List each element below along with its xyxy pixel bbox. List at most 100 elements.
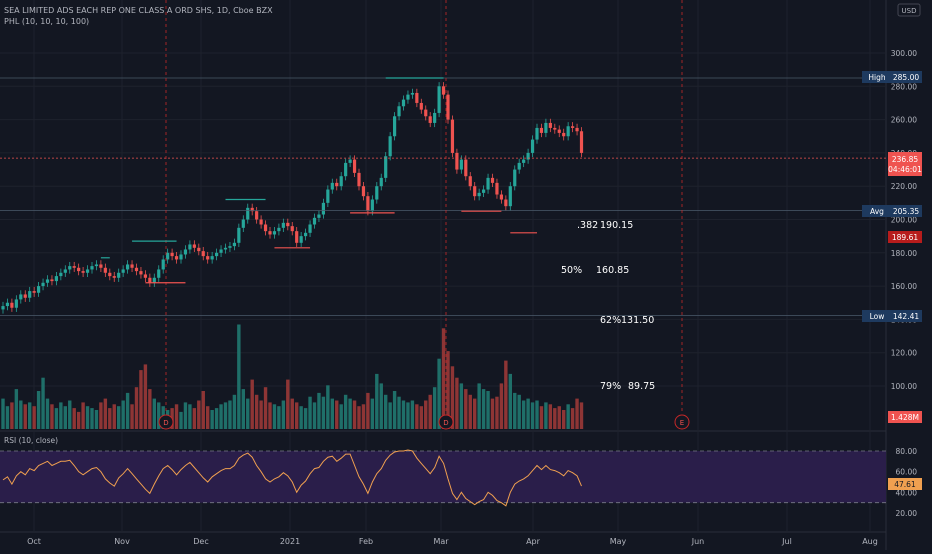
volume-bar [5,406,10,429]
currency-label: USD [902,7,917,15]
current-price-tag [888,152,922,176]
volume-bar [210,410,214,429]
candle-body [339,176,343,187]
volume-bar [370,398,375,429]
candle-body [557,129,561,133]
volume-bar [263,387,268,429]
volume-tag [888,411,922,423]
volume-bar [108,408,112,429]
candle-body [308,224,312,233]
candle-body [59,272,63,277]
candle-body [85,269,90,273]
candle-body [424,109,428,117]
volume-bar [192,408,197,429]
candle-body [250,207,254,212]
candle-body [143,274,147,278]
volume-bar [134,387,139,429]
price-tags: High 285.00 236.85 04:46:01 Avg 205.35 1… [862,71,922,490]
price-tick-label: 260.00 [891,116,917,125]
volume-bar [366,392,370,429]
volume-bar [530,402,535,429]
candle-body [290,226,294,232]
volume-bar [41,377,45,429]
volume-bar [188,404,192,429]
grid-layer [0,0,887,550]
candle-body [486,177,490,190]
candle-body [259,219,263,225]
avg-tag-value-bg [892,205,922,217]
volume-tag-value: 1.428M [891,413,919,422]
volume-bar [424,400,428,429]
volume-bar [375,373,379,429]
candle-body [166,252,170,260]
volume-bar [379,383,383,429]
candle-body [63,269,67,273]
price-tick-label: 120.00 [891,349,917,358]
candle-body [241,219,245,228]
rsi-band [0,451,886,503]
candle-body [286,222,290,227]
event-markers[interactable]: D D E [158,414,690,430]
currency-badge[interactable] [897,3,921,17]
time-tick-label: May [610,537,627,546]
candle-body [401,99,406,107]
current-price-value: 236.85 [892,155,918,164]
price-tick-label: 180.00 [891,249,917,258]
candle-body [517,162,521,170]
high-tag-value: 285.00 [893,73,919,82]
candle-body [504,199,508,207]
volume-bar [68,400,72,429]
candle-body [183,249,188,255]
fib-labels: .382 190.15 50% 160.85 62% 131.50 79% 89… [561,220,655,392]
volume-bar [357,406,361,429]
volume-bar [183,402,188,429]
candle-body [437,86,441,113]
dividend-marker-1[interactable] [158,414,174,430]
candle-body [464,159,468,177]
candle-body [201,251,205,257]
candle-body [384,156,388,178]
candle-body [482,189,486,193]
candle-body [130,264,134,268]
candle-body [263,224,268,232]
earnings-marker[interactable] [674,414,690,430]
volume-bar [237,324,241,429]
candle-body [393,116,397,137]
volume-bar [246,398,250,429]
candle-body [103,267,107,273]
volume-bar [508,373,512,429]
volume-bar [72,408,76,429]
volume-bar [321,396,326,429]
volume-bar [117,406,121,429]
volume-bar [45,398,50,429]
fib-79-value: 89.75 [628,381,655,392]
candle-body [170,252,174,257]
volume-bar [125,392,130,429]
candle-body [571,126,575,128]
candle-body [428,116,432,123]
volume-bar [361,404,366,429]
volume-bar [486,391,490,429]
time-axis[interactable]: Oct Nov Dec 2021 Feb Mar Apr May Jun Jul Aug [27,537,878,546]
candle-body [317,214,321,218]
volume-bar [406,402,410,429]
dividend-marker-2[interactable] [438,414,454,430]
volume-bar [401,400,406,429]
price-axis[interactable]: 300.00280.00260.00240.00220.00200.00180.… [891,49,917,518]
volume-bar [10,402,14,429]
candle-body [473,186,477,197]
volume-bar [481,389,486,429]
volume-bar [32,406,36,429]
candle-body [566,126,570,137]
candle-body [366,196,370,212]
volume-bar [513,392,517,429]
rsi-line [2,449,582,507]
candle-body [1,306,5,310]
volume-bar [392,391,397,429]
time-tick-label: Dec [193,537,208,546]
high-tag-label: High [868,73,885,82]
volume-bar [23,404,27,429]
volume-bar [446,351,450,429]
